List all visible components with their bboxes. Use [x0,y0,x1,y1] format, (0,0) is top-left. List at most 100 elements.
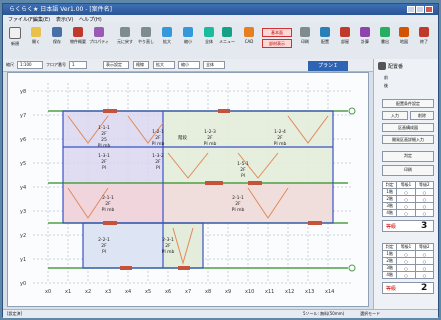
room-label: PI [102,249,106,255]
room-label: PI mb [204,141,217,147]
layout-icon-panel [378,62,386,70]
room-label: 2F [105,201,111,207]
export-button[interactable]: 書出 [375,27,395,57]
detail-input-button[interactable]: 開発区画詳細入力 [382,135,434,144]
grid-marker-icon [348,107,356,115]
room-label: 2F [155,159,161,165]
new-button[interactable]: 新規 [5,27,25,57]
menu-view[interactable]: 表示(V) [56,17,74,23]
y-axis-label: y5 [20,161,26,167]
room-label: 2F [101,243,107,249]
minimize-button[interactable] [407,6,415,13]
maximize-button[interactable] [416,6,424,13]
scale-label: 縮尺 [6,62,14,67]
save-button[interactable]: 保存 [47,27,67,57]
room-label: 2F [240,167,246,173]
placement-setting-button[interactable]: 配置条件設定 [382,99,434,108]
fit-all-button[interactable]: 全体 [199,27,219,57]
room-label: 2F [155,135,161,141]
menu-file[interactable]: ファイル(F) [8,17,35,23]
right-panel: 配置番 前 後 配置条件設定 入力 削除 区画構成図 開発区画詳細入力 判定 印… [373,59,438,309]
sub-zoom-button[interactable]: 拡大 [153,61,175,69]
sub-fit-button[interactable]: 全体 [203,61,225,69]
menu-button[interactable]: メニュー [217,27,237,57]
room-label: 2-2-1 [98,237,110,243]
x-axis-label: x6 [165,289,171,295]
print-panel-button[interactable]: 印刷 [382,165,434,176]
room-label: PI [156,165,160,171]
property-button[interactable]: プロパティ [89,27,109,57]
window-title: らくらく★ 日本語 Ver1.00 ‐ [案件名] [9,6,113,13]
calc-button[interactable]: 計算 [355,27,375,57]
exit-button[interactable]: 終了 [414,27,434,57]
display-settings-button[interactable]: 表示設定 [103,61,129,69]
undo-button[interactable]: 元に戻す [115,27,135,57]
room-label: PI mb [232,207,245,213]
section-diagram-button[interactable]: 区画構成図 [382,123,434,132]
toolbar: 新規 開く 保存 物件概要 プロパティ 元に戻す やり直し 拡大 縮小 全体 メ… [3,23,438,60]
x-axis-label: x8 [205,289,211,295]
x-axis-label: x7 [185,289,191,295]
x-axis-label: x0 [45,289,51,295]
room-label: 2F [165,243,171,249]
floor-label: フロア番号 [46,62,66,67]
delete-button[interactable]: 削除 [410,111,434,120]
room-label: 1-2-4 [274,129,286,135]
room-button[interactable]: 部屋 [335,27,355,57]
room-label: 2-1-1 [232,195,244,201]
fit-icon [204,27,214,37]
zone-pink [63,183,163,223]
grid-button[interactable]: 格線 [133,61,149,69]
zoom-in-icon [162,27,172,37]
floor-plan-svg: x0 x1 x2 x3 x4 x5 x6 x7 x8 x9 x10 x11 x12 x13 x14 y8 y7… [20,83,356,295]
floor-select[interactable]: 1 [69,61,87,69]
scale-select[interactable]: 1:100 [17,61,43,69]
zone-blue [83,223,163,268]
cad-button[interactable]: CAD [239,27,259,57]
exit-icon [419,27,429,37]
input-button[interactable]: 入力 [382,111,408,120]
open-button[interactable]: 開く [26,27,46,57]
drawing-canvas[interactable]: x0 x1 x2 x3 x4 x5 x6 x7 x8 x9 x10 x11 x12 x13 x14 y8 y7… [7,72,369,307]
judge-button[interactable]: 判定 [382,151,434,162]
overview-button[interactable]: 物件概要 [68,27,88,57]
x-axis-label: x9 [225,289,231,295]
y-axis-label: y7 [20,113,26,119]
room-label: 1-2-1 [152,129,164,135]
title-bar: らくらく★ 日本語 Ver1.00 ‐ [案件名] [3,4,438,15]
layout-icon [320,27,330,37]
room-label: 2-1-1 [102,195,114,201]
menu-help[interactable]: ヘルプ(H) [79,17,102,23]
cad-icon [244,27,254,37]
room-label: 2-3-1 [162,237,174,243]
export-icon [380,27,390,37]
menu-edit[interactable]: 編集(E) [33,17,51,23]
member-display-button[interactable]: 部材表示 [262,39,292,48]
zoom-in-button[interactable]: 拡大 [157,27,177,57]
room-label: PI mb [102,207,115,213]
redo-button[interactable]: やり直し [136,27,156,57]
base-surface-button[interactable]: 基本面 [262,28,292,37]
print-button[interactable]: 印刷 [295,27,315,57]
close-button[interactable] [425,6,433,13]
room-label: PI mb [274,141,287,147]
room-label: 1-3-2 [152,153,164,159]
plan-button[interactable]: プランＩ [308,61,348,71]
radio-back[interactable]: 後 [384,83,388,88]
grade-b-value: 2 [421,283,428,293]
room-label: PI [102,165,106,171]
y-axis-label: y2 [20,233,26,239]
sub-shrink-button[interactable]: 縮小 [178,61,200,69]
zoom-out-button[interactable]: 縮小 [178,27,198,57]
room-label: 1-3-1 [98,153,110,159]
room-label: 1-1-1 [98,125,110,131]
new-doc-icon [9,27,21,39]
panel-head: 配置番 [388,64,404,70]
room-label: PI mb [98,143,111,149]
x-axis-label: x14 [325,289,334,295]
map-button[interactable]: 地図 [394,27,414,57]
radio-front[interactable]: 前 [384,75,388,80]
layout-button[interactable]: 配置 [315,27,335,57]
room-label: 1-5-1 [237,161,249,167]
y-axis-label: y0 [20,281,26,287]
